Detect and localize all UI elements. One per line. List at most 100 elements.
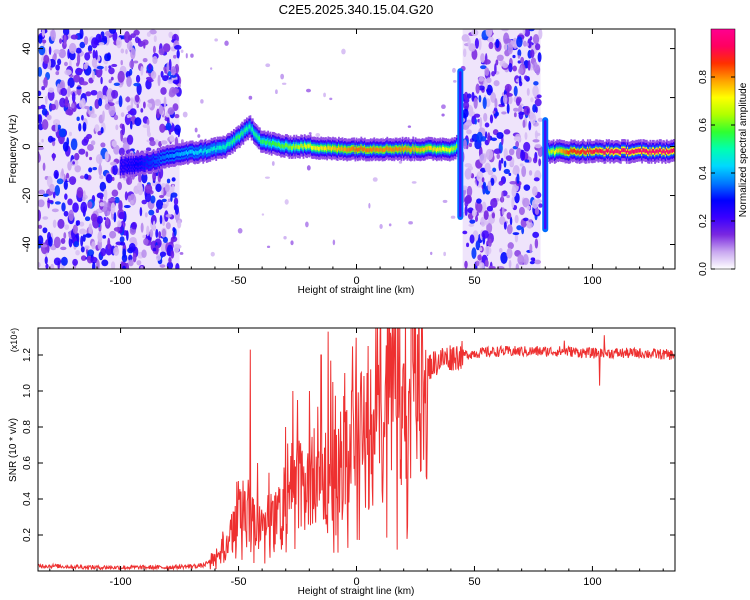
noise-speckle <box>145 147 152 152</box>
ridge-segment <box>641 150 643 155</box>
noise-speckle <box>491 212 496 219</box>
noise-speckle <box>379 224 383 230</box>
noise-speckle <box>70 138 78 151</box>
noise-speckle <box>38 199 45 208</box>
noise-speckle <box>471 247 477 259</box>
noise-speckle <box>41 85 46 91</box>
ridge-segment <box>188 150 190 155</box>
noise-speckle <box>104 65 108 72</box>
ridge-segment <box>268 141 271 146</box>
ridge-segment <box>555 149 557 154</box>
noise-speckle <box>483 210 489 221</box>
ridge-segment <box>660 148 662 153</box>
noise-speckle <box>499 216 506 225</box>
ridge-segment <box>204 147 207 152</box>
ridge-segment <box>145 159 148 164</box>
noise-speckle <box>40 244 48 248</box>
ridge-segment <box>584 150 587 155</box>
ridge-segment <box>233 138 235 142</box>
noise-speckle <box>505 155 513 161</box>
ridge-segment <box>404 146 406 151</box>
ridge-segment <box>428 146 431 150</box>
noise-speckle <box>494 63 497 75</box>
noise-speckle <box>168 257 172 264</box>
noise-speckle <box>489 114 494 124</box>
noise-speckle <box>144 183 153 194</box>
noise-speckle <box>473 113 481 118</box>
noise-speckle <box>126 76 132 88</box>
ridge-segment <box>349 147 352 152</box>
ridge-segment <box>241 130 244 135</box>
noise-speckle <box>524 75 528 80</box>
noise-speckle <box>90 113 97 119</box>
noise-speckle <box>55 122 58 133</box>
noise-speckle <box>90 213 98 222</box>
noise-speckle <box>46 114 52 121</box>
noise-speckle <box>513 85 518 97</box>
noise-speckle <box>467 93 472 99</box>
noise-speckle <box>476 171 484 182</box>
noise-speckle <box>493 80 500 87</box>
noise-speckle <box>88 50 92 54</box>
noise-speckle <box>171 177 176 182</box>
noise-speckle <box>79 175 85 180</box>
noise-speckle <box>485 148 494 161</box>
noise-speckle <box>45 263 49 269</box>
ridge-segment <box>394 146 397 151</box>
noise-speckle <box>161 185 164 198</box>
ridge-segment <box>175 152 178 157</box>
ridge-segment <box>637 148 640 153</box>
noise-speckle <box>537 52 542 63</box>
noise-speckle <box>532 104 537 113</box>
noise-speckle <box>487 180 492 192</box>
noise-speckle <box>388 223 392 227</box>
noise-speckle <box>478 95 482 103</box>
noise-speckle <box>87 143 94 151</box>
x-tick-label: -50 <box>231 275 247 287</box>
noise-speckle <box>38 34 43 44</box>
noise-speckle <box>99 202 105 207</box>
noise-speckle <box>284 199 289 205</box>
noise-speckle <box>80 235 84 247</box>
noise-speckle <box>479 153 487 164</box>
noise-speckle <box>132 252 137 263</box>
noise-speckle <box>484 162 491 173</box>
ridge-segment <box>589 148 592 153</box>
noise-speckle <box>478 247 483 252</box>
noise-speckle <box>38 90 42 97</box>
noise-speckle <box>534 207 540 215</box>
noise-speckle <box>68 42 77 54</box>
ridge-segment <box>591 150 594 155</box>
noise-speckle <box>130 200 134 205</box>
noise-speckle <box>54 185 61 197</box>
ridge-segment <box>405 145 408 150</box>
noise-speckle <box>177 83 181 88</box>
noise-speckle <box>484 122 490 128</box>
noise-speckle <box>44 256 48 265</box>
noise-speckle <box>101 259 109 267</box>
noise-speckle <box>92 167 97 171</box>
ridge-segment <box>438 147 441 152</box>
colorbar-tick-label: 0.8 <box>698 70 709 84</box>
noise-speckle <box>476 131 483 143</box>
ridge-segment <box>277 142 280 147</box>
noise-speckle <box>84 52 91 61</box>
noise-speckle <box>462 139 467 150</box>
ridge-segment <box>293 143 295 148</box>
ridge-segment <box>217 145 220 150</box>
ridge-segment <box>624 148 627 153</box>
noise-speckle <box>149 29 157 35</box>
ridge-segment <box>143 162 146 167</box>
noise-speckle <box>411 181 417 184</box>
ridge-segment <box>670 148 673 153</box>
ridge-segment <box>194 151 196 156</box>
noise-speckle <box>486 205 494 212</box>
snr-y-ticks: 0.2 0.4 0.6 0.8 1.0 1.2 <box>22 348 675 542</box>
noise-speckle <box>452 67 456 73</box>
ridge-segment <box>566 150 569 155</box>
noise-speckle <box>160 140 168 145</box>
ridge-segment <box>547 149 550 153</box>
noise-speckle <box>41 108 48 116</box>
noise-speckle <box>175 263 180 269</box>
ridge-segment <box>225 143 228 148</box>
